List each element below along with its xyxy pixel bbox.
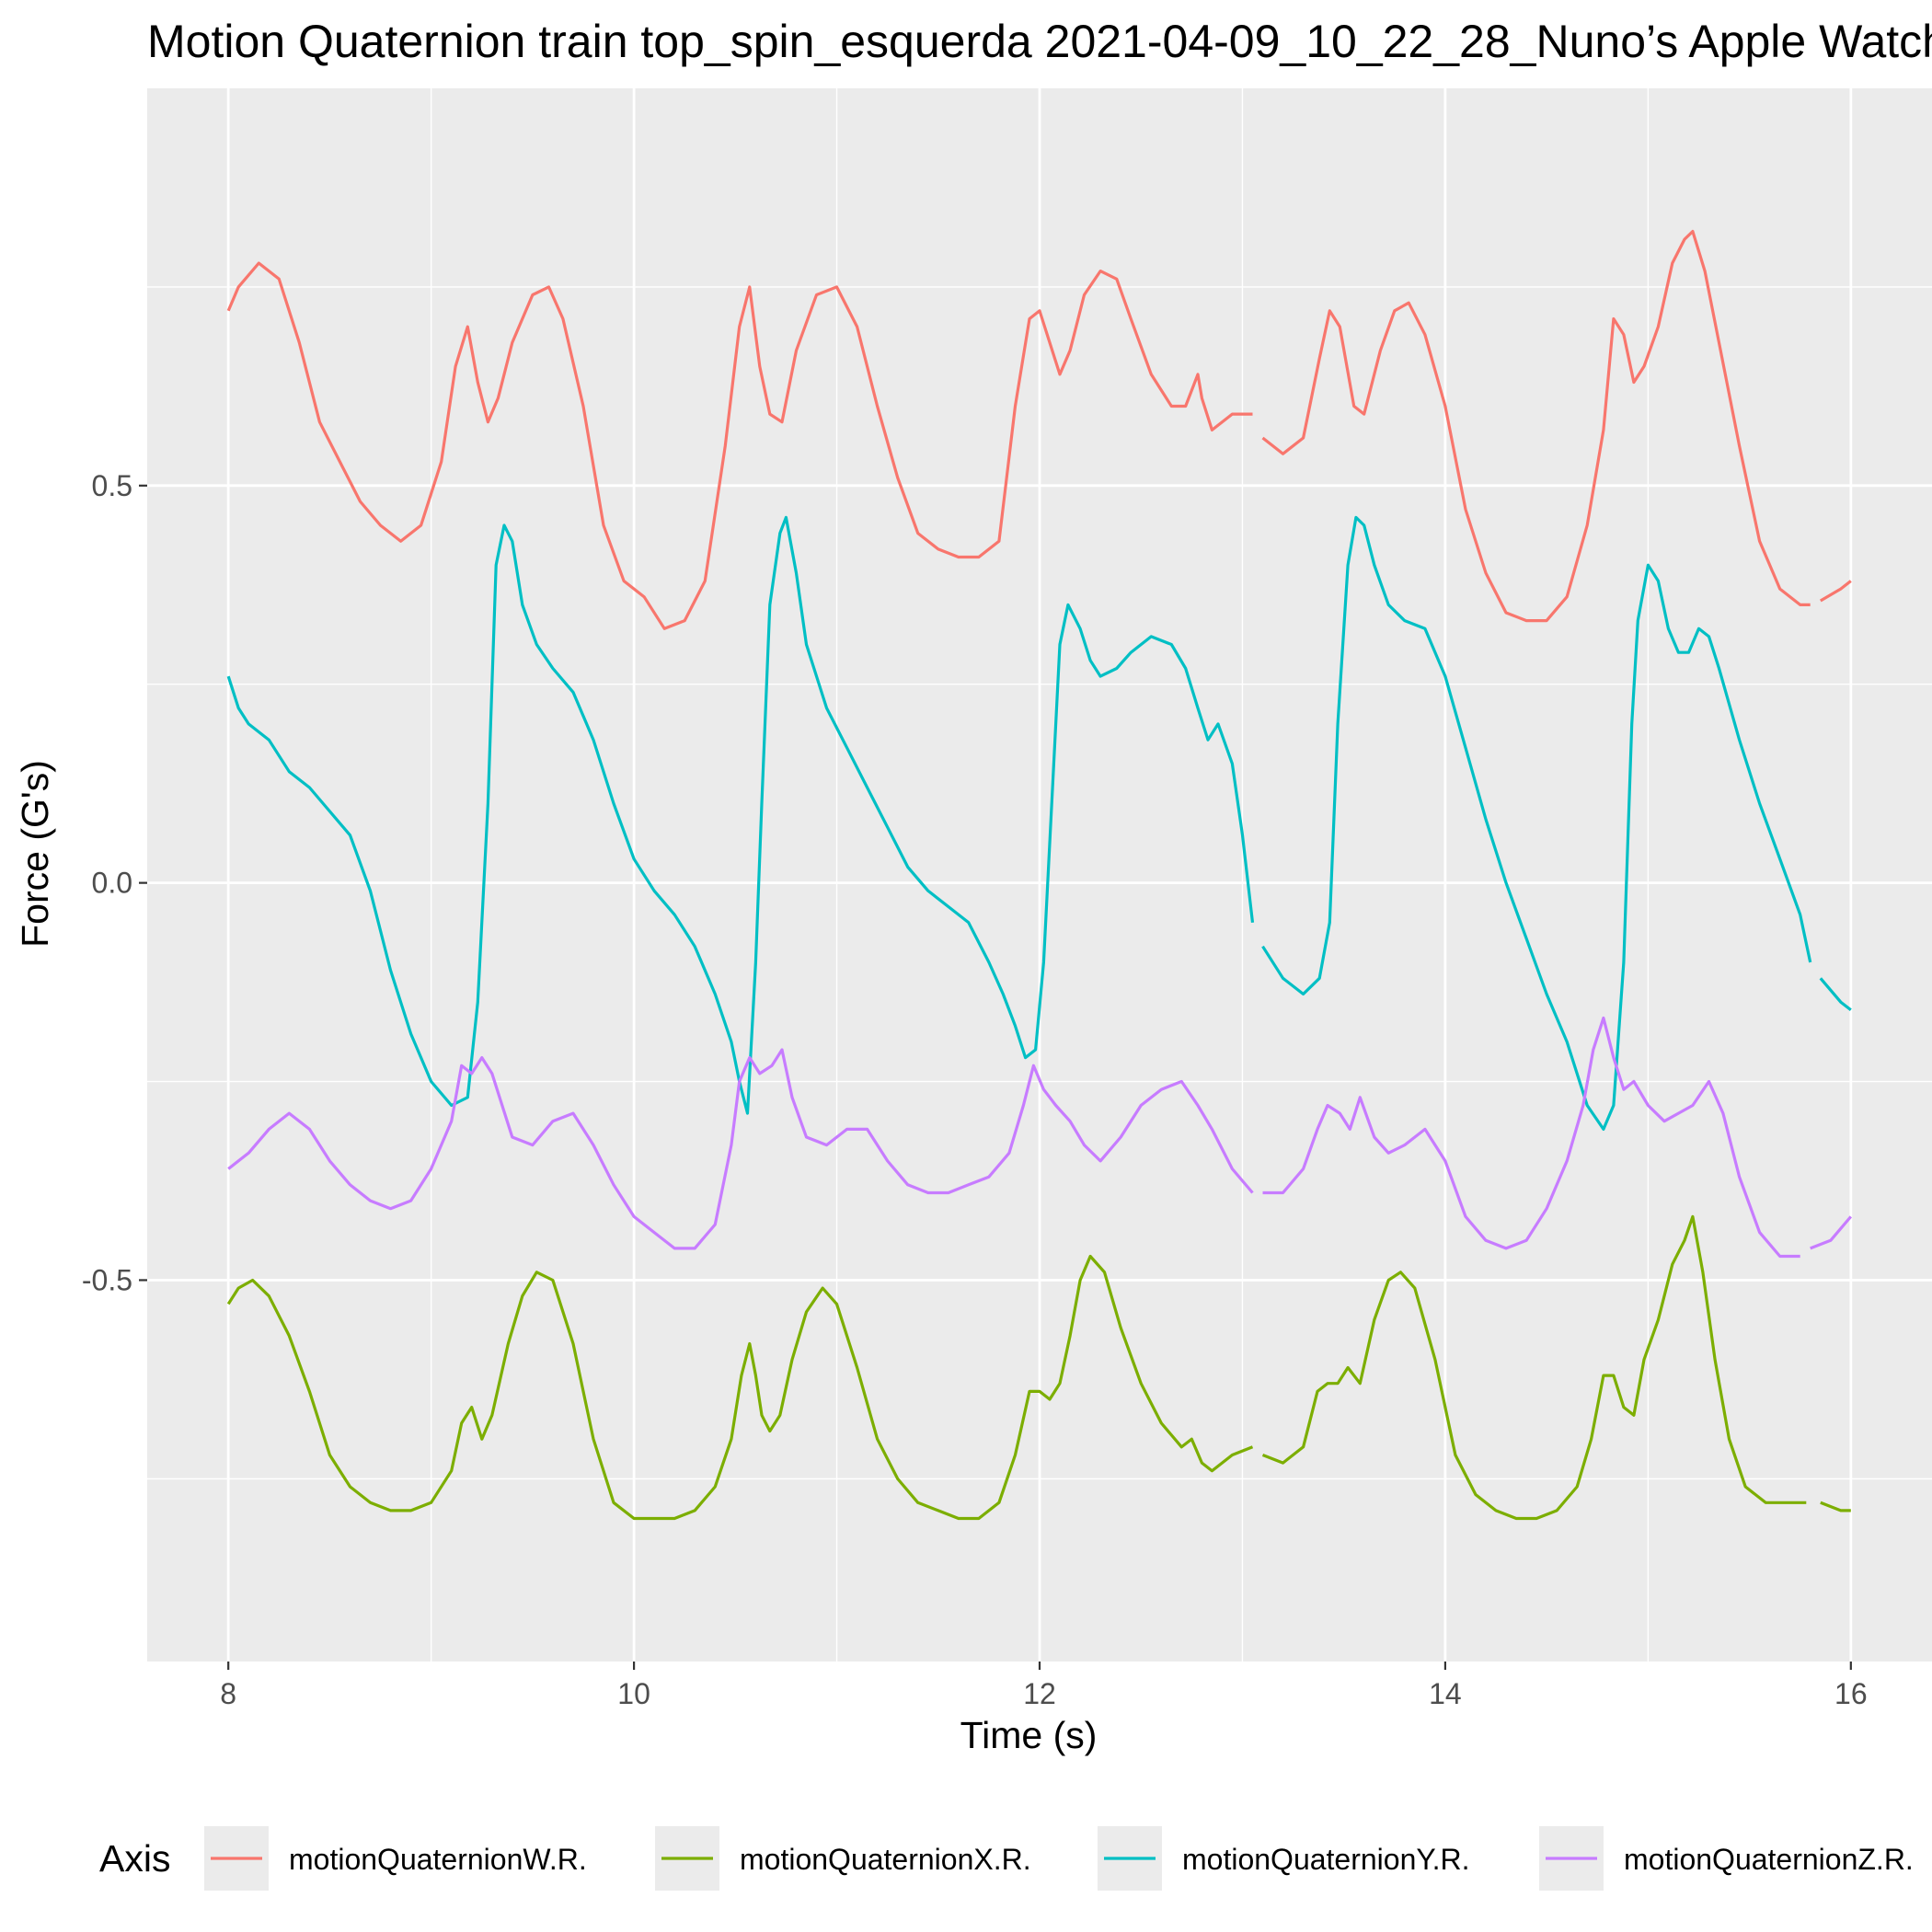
legend-label: motionQuaternionW.R. bbox=[289, 1843, 587, 1876]
legend-label: motionQuaternionY.R. bbox=[1182, 1843, 1469, 1876]
series-line-3 bbox=[1261, 515, 1812, 1131]
legend-label: motionQuaternionZ.R. bbox=[1624, 1843, 1914, 1876]
x-tick-label: 8 bbox=[220, 1677, 236, 1710]
legend-label: motionQuaternionX.R. bbox=[740, 1843, 1031, 1876]
x-axis-title: Time (s) bbox=[960, 1714, 1098, 1756]
series-line-4 bbox=[1810, 1215, 1853, 1250]
series-line-1 bbox=[1819, 580, 1852, 603]
legend: Axis motionQuaternionW.R. motionQuaternio… bbox=[99, 1826, 1914, 1891]
chart-title: Motion Quaternion train top_spin_esquerd… bbox=[147, 16, 1932, 67]
series-line-3 bbox=[226, 515, 1255, 1115]
x-tick-label: 14 bbox=[1429, 1677, 1462, 1710]
legend-item: motionQuaternionZ.R. bbox=[1539, 1826, 1914, 1891]
y-tick-label: -0.5 bbox=[82, 1263, 132, 1296]
series-lines bbox=[226, 229, 1853, 1521]
legend-item: motionQuaternionY.R. bbox=[1098, 1826, 1469, 1891]
series-line-4 bbox=[227, 1048, 1254, 1250]
legend-items: motionQuaternionW.R. motionQuaternionX.R.… bbox=[204, 1826, 1914, 1891]
series-line-2 bbox=[1261, 1214, 1807, 1521]
x-axis-tick-labels: 8 10 12 14 16 bbox=[220, 1677, 1867, 1710]
series-line-4 bbox=[1262, 1016, 1800, 1259]
series-line-3 bbox=[1819, 977, 1852, 1012]
series-line-1 bbox=[1261, 229, 1811, 623]
legend-title: Axis bbox=[99, 1837, 170, 1880]
legend-item: motionQuaternionX.R. bbox=[655, 1826, 1031, 1891]
x-tick-label: 10 bbox=[617, 1677, 650, 1710]
y-tick-label: 0.0 bbox=[92, 867, 132, 900]
y-axis-title: Force (G's) bbox=[14, 760, 56, 948]
y-axis-tick-labels: -0.5 0.0 0.5 bbox=[82, 469, 132, 1297]
series-line-2 bbox=[1820, 1501, 1851, 1512]
series-line-1 bbox=[226, 261, 1253, 630]
axis-ticks bbox=[139, 484, 1852, 1670]
series-line-2 bbox=[226, 1254, 1254, 1521]
major-gridlines bbox=[147, 88, 1932, 1662]
x-tick-label: 16 bbox=[1834, 1677, 1868, 1710]
x-tick-label: 12 bbox=[1023, 1677, 1056, 1710]
y-tick-label: 0.5 bbox=[92, 469, 132, 502]
legend-item: motionQuaternionW.R. bbox=[204, 1826, 587, 1891]
